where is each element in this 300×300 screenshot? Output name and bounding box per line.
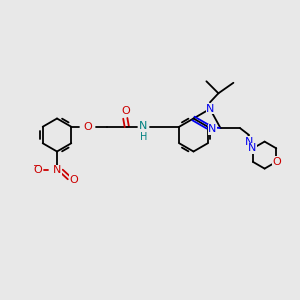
Text: O: O	[83, 122, 92, 132]
Text: N: N	[245, 136, 253, 147]
Text: O: O	[69, 175, 78, 185]
Text: N: N	[208, 124, 217, 134]
Text: N: N	[248, 143, 256, 153]
Text: N: N	[206, 103, 214, 114]
Text: O: O	[33, 165, 42, 175]
Text: −: −	[32, 160, 39, 169]
Text: N: N	[53, 165, 61, 175]
Text: H: H	[140, 132, 147, 142]
Text: O: O	[272, 157, 281, 167]
Text: N: N	[139, 121, 148, 131]
Text: O: O	[121, 106, 130, 116]
